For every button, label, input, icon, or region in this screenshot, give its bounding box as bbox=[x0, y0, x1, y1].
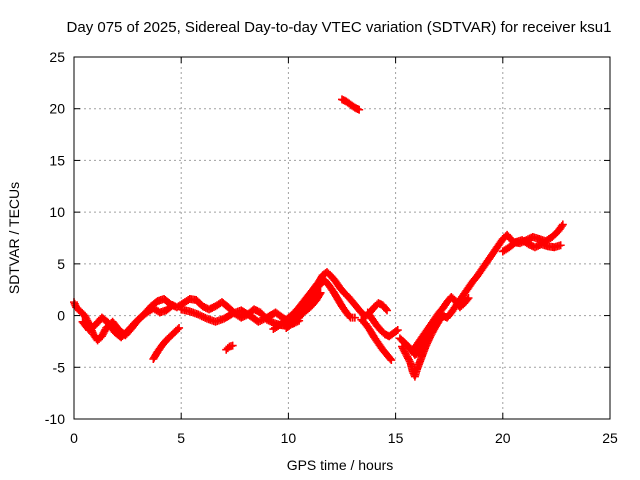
data-point bbox=[355, 105, 364, 114]
data-point bbox=[386, 354, 395, 363]
data-point bbox=[315, 290, 324, 299]
data-point bbox=[383, 306, 392, 315]
y-tick-label: 0 bbox=[57, 308, 65, 324]
data-point bbox=[228, 341, 237, 350]
axis-ticks: 0 5 10 15 20 25 -10 -5 0 5 10 15 20 25 bbox=[45, 49, 618, 446]
x-tick-label: 15 bbox=[388, 430, 404, 446]
x-tick-label: 25 bbox=[602, 430, 618, 446]
series-track-14 bbox=[498, 236, 565, 256]
data-point bbox=[427, 324, 436, 333]
x-tick-label: 10 bbox=[281, 430, 297, 446]
y-axis-label: SDTVAR / TECUs bbox=[6, 182, 22, 294]
series-track-3 bbox=[149, 323, 184, 364]
grid bbox=[74, 57, 610, 419]
data-point bbox=[350, 313, 359, 322]
x-axis-label: GPS time / hours bbox=[287, 457, 394, 473]
data-point bbox=[175, 323, 184, 332]
data-point bbox=[558, 220, 567, 229]
data-point bbox=[428, 322, 437, 331]
series-track-11 bbox=[338, 95, 364, 114]
data-point bbox=[387, 356, 396, 365]
data-point bbox=[557, 222, 566, 231]
y-tick-label: 10 bbox=[49, 204, 65, 220]
data-points bbox=[70, 95, 567, 381]
chart-title: Day 075 of 2025, Sidereal Day-to-day VTE… bbox=[67, 19, 612, 36]
y-tick-label: -5 bbox=[53, 359, 66, 375]
series-track-8 bbox=[282, 288, 325, 332]
series-track-9 bbox=[357, 315, 396, 365]
series-track-15 bbox=[395, 322, 437, 359]
data-point bbox=[393, 326, 402, 335]
data-point bbox=[464, 293, 473, 302]
data-point bbox=[316, 288, 325, 297]
y-tick-label: 15 bbox=[49, 152, 65, 168]
y-tick-label: -10 bbox=[45, 411, 65, 427]
data-point bbox=[173, 325, 182, 334]
data-point bbox=[463, 295, 472, 304]
y-tick-label: 25 bbox=[49, 49, 65, 65]
y-tick-label: 20 bbox=[49, 101, 65, 117]
plot-frame bbox=[73, 56, 611, 420]
series-track-5 bbox=[222, 341, 237, 354]
data-point bbox=[168, 301, 177, 310]
series-track-2 bbox=[78, 301, 177, 342]
x-tick-label: 0 bbox=[70, 430, 78, 446]
series-track-10 bbox=[363, 308, 402, 341]
data-point bbox=[392, 327, 401, 336]
x-tick-label: 5 bbox=[177, 430, 185, 446]
data-point bbox=[556, 241, 565, 250]
data-point bbox=[381, 305, 390, 314]
data-point bbox=[167, 302, 176, 311]
y-tick-label: 5 bbox=[57, 256, 65, 272]
x-tick-label: 20 bbox=[495, 430, 511, 446]
